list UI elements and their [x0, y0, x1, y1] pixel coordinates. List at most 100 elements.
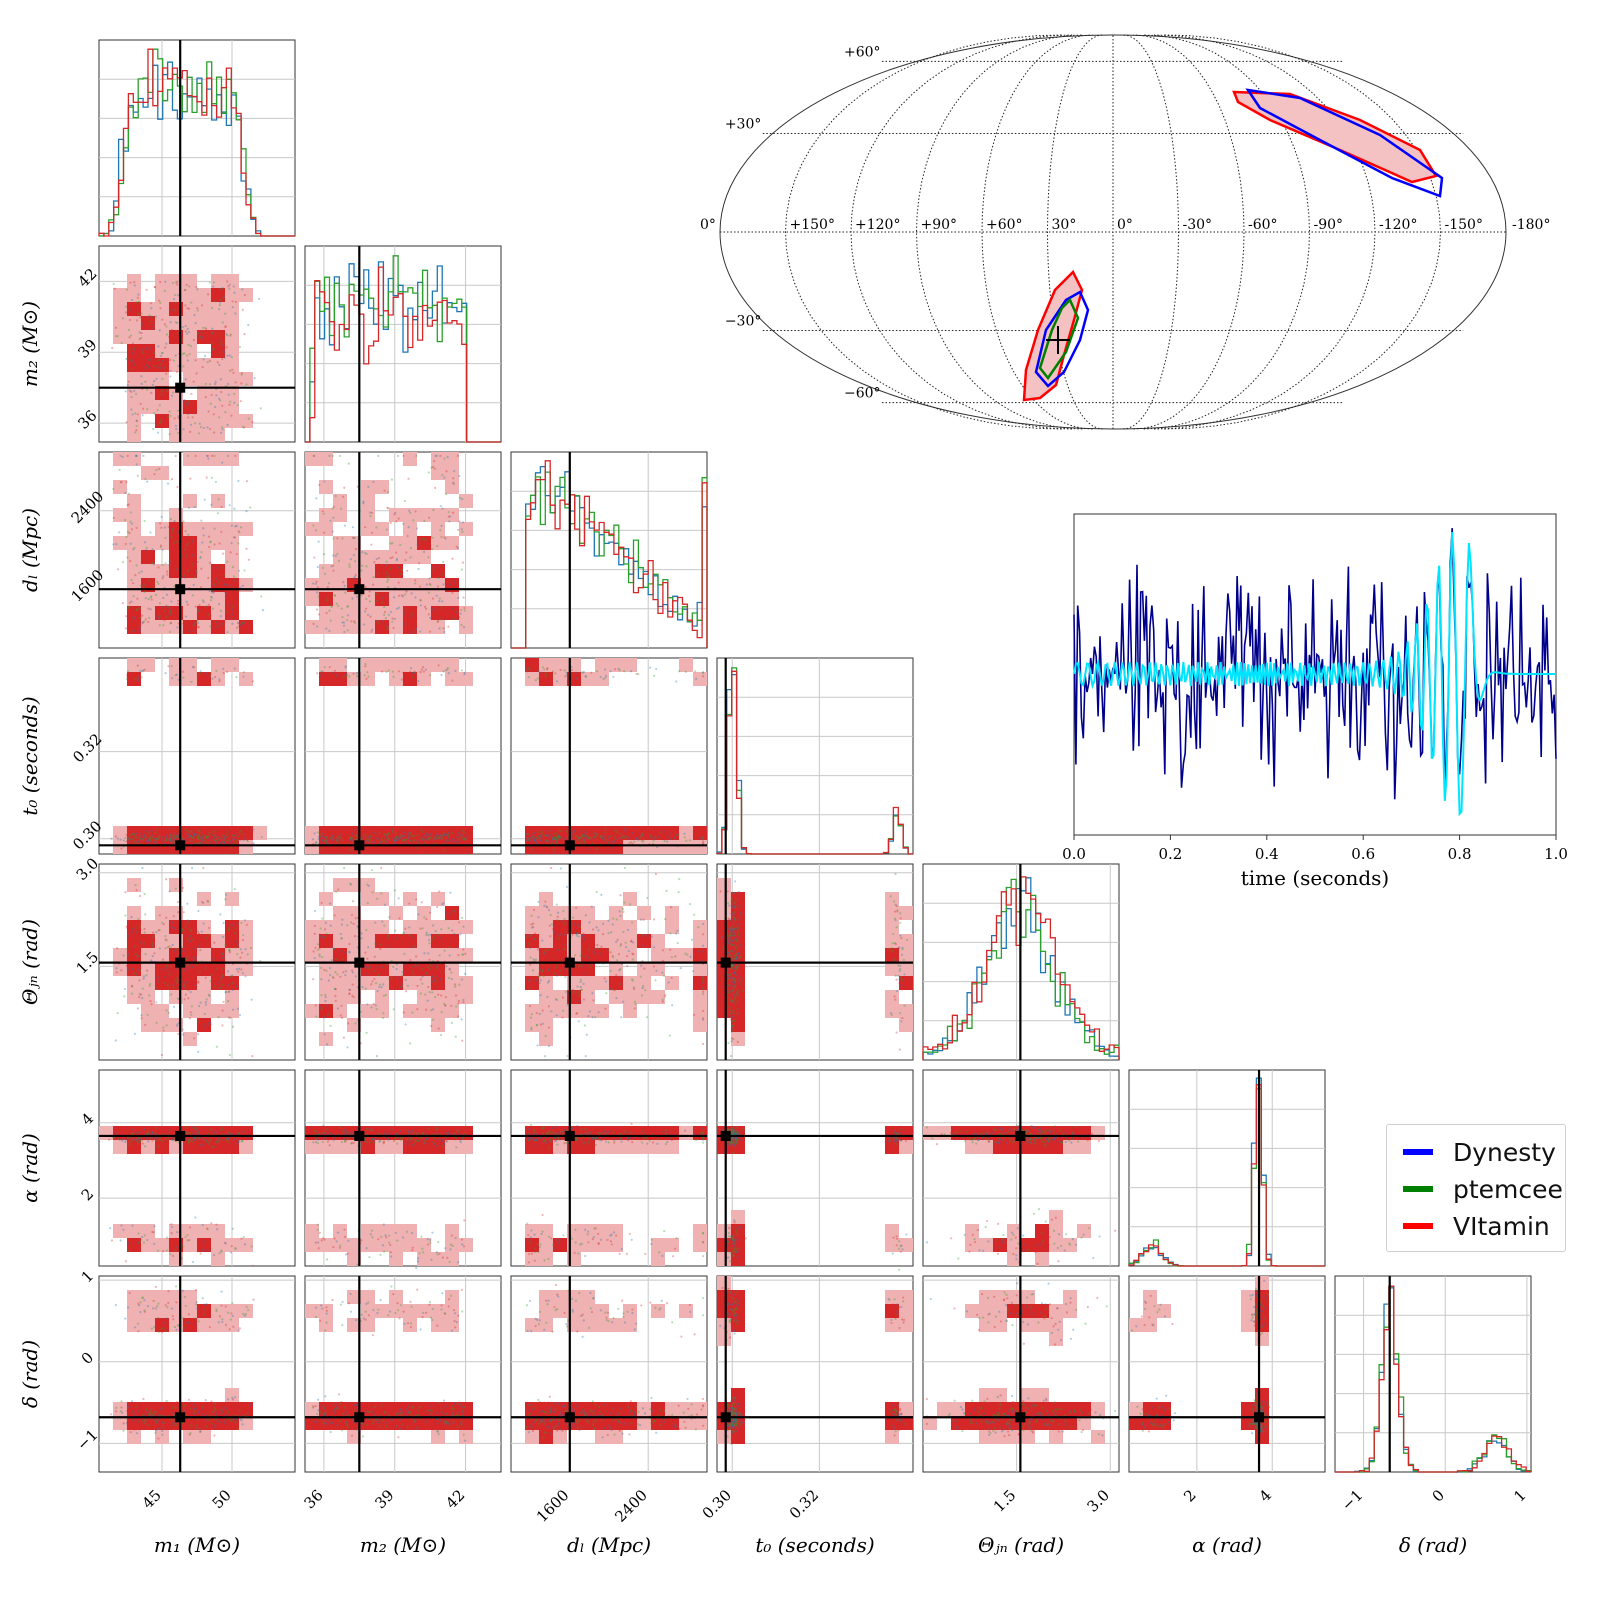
sample-point — [138, 993, 141, 996]
density-cell — [553, 840, 567, 854]
sample-point — [200, 331, 203, 334]
sample-point — [640, 834, 643, 837]
density-cell — [225, 934, 239, 948]
sample-point — [323, 572, 327, 575]
sample-point — [143, 541, 147, 544]
sample-point — [185, 981, 189, 984]
sample-point — [260, 595, 263, 598]
sample-point — [214, 839, 217, 843]
density-cell — [197, 386, 211, 400]
sample-point — [327, 979, 330, 982]
density-cell — [347, 976, 361, 990]
density-cell — [361, 962, 375, 976]
sample-point — [583, 834, 586, 837]
sample-point — [126, 670, 130, 673]
density-cell — [459, 990, 473, 1004]
sample-point — [448, 954, 451, 957]
density-cell — [141, 934, 155, 948]
sample-point — [193, 833, 196, 837]
sample-point — [173, 832, 176, 836]
sample-point — [587, 837, 590, 840]
sample-point — [402, 522, 405, 525]
sample-point — [189, 990, 192, 994]
sample-point — [173, 837, 176, 840]
sample-point — [218, 542, 221, 545]
sample-point — [366, 839, 370, 842]
sample-point — [201, 1223, 204, 1227]
sample-point — [340, 937, 343, 940]
sample-point — [635, 838, 638, 841]
sample-point — [139, 628, 142, 631]
sample-point — [383, 903, 387, 906]
sample-point — [189, 1011, 192, 1014]
sample-point — [402, 454, 405, 458]
sample-point — [159, 354, 163, 357]
sample-point — [605, 840, 608, 843]
sample-point — [649, 834, 652, 838]
sample-point — [365, 677, 368, 680]
sample-point — [165, 966, 168, 970]
sample-point — [592, 947, 596, 950]
sample-point — [321, 510, 324, 513]
sample-point — [186, 327, 189, 330]
sample-point — [312, 978, 315, 981]
sample-point — [659, 831, 662, 834]
sample-point — [540, 674, 543, 677]
sample-point — [340, 1016, 344, 1019]
sample-point — [186, 921, 189, 924]
density-cell — [445, 466, 459, 480]
sample-point — [162, 615, 165, 618]
sample-point — [224, 835, 227, 838]
sample-point — [133, 284, 136, 287]
sample-point — [210, 306, 214, 310]
sample-point — [128, 1140, 132, 1143]
sample-point — [169, 993, 173, 996]
sample-point — [144, 1145, 147, 1148]
sample-point — [604, 980, 608, 983]
sample-point — [211, 677, 214, 680]
sample-point — [377, 622, 380, 625]
sample-point — [607, 931, 610, 935]
sample-point — [166, 573, 169, 576]
density-cell — [197, 1018, 211, 1032]
sample-point — [141, 348, 144, 351]
density-cell — [113, 288, 127, 302]
sample-point — [172, 1005, 175, 1008]
sample-point — [601, 835, 604, 838]
sample-point — [405, 551, 408, 554]
sample-point — [161, 577, 164, 580]
sample-point — [623, 866, 627, 870]
sample-point — [649, 831, 652, 835]
sample-point — [188, 833, 191, 836]
density-cell — [361, 550, 375, 564]
sample-point — [150, 838, 154, 841]
sample-point — [431, 548, 434, 551]
sample-point — [529, 836, 532, 839]
sample-point — [581, 835, 585, 838]
sample-point — [143, 835, 146, 838]
sample-point — [218, 624, 221, 627]
density-cell — [347, 606, 361, 620]
sample-point — [217, 416, 221, 419]
sample-point — [134, 677, 137, 681]
sample-point — [227, 1000, 230, 1003]
sample-point — [323, 1016, 326, 1019]
density-cell — [183, 522, 197, 536]
sample-point — [547, 979, 551, 983]
sample-point — [136, 296, 139, 299]
sample-point — [352, 578, 355, 581]
sample-point — [391, 541, 394, 545]
sample-point — [731, 910, 734, 913]
sample-point — [143, 620, 146, 623]
density-cell — [225, 840, 239, 854]
sample-point — [539, 979, 542, 982]
sample-point — [459, 612, 462, 615]
sample-point — [328, 454, 331, 458]
sample-point — [533, 839, 536, 842]
sample-point — [732, 1037, 735, 1041]
sample-point — [458, 496, 461, 499]
sample-point — [348, 565, 351, 568]
sample-point — [731, 993, 735, 996]
sample-point — [354, 1022, 357, 1025]
sample-point — [155, 1126, 158, 1129]
